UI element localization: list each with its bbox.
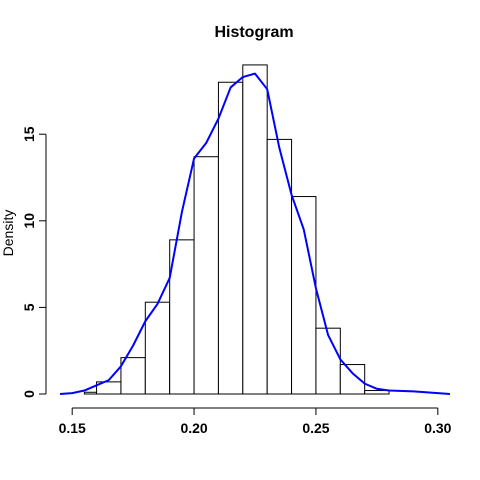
histogram-bar-0 bbox=[83, 391, 98, 395]
chart-title: Histogram bbox=[214, 24, 293, 41]
y-tick-label-3: 15 bbox=[21, 126, 37, 142]
y-axis-ticks: 0 5 10 15 bbox=[21, 126, 46, 398]
x-axis-ticks: 0.15 0.20 0.25 0.30 bbox=[59, 408, 452, 436]
histogram-bar-7 bbox=[242, 64, 268, 395]
histogram-bar-6 bbox=[217, 81, 244, 395]
x-tick-label-1: 0.20 bbox=[180, 420, 207, 436]
histogram-bar-5 bbox=[193, 156, 219, 395]
x-tick-label-3: 0.30 bbox=[424, 420, 451, 436]
x-tick-label-2: 0.25 bbox=[302, 420, 329, 436]
x-tick-label-0: 0.15 bbox=[59, 420, 86, 436]
histogram-bar-12 bbox=[364, 390, 390, 395]
histogram-bar-3 bbox=[144, 301, 171, 395]
y-tick-label-1: 5 bbox=[21, 303, 37, 311]
y-tick-label-2: 10 bbox=[21, 213, 37, 229]
histogram-bar-2 bbox=[120, 357, 146, 395]
y-axis-label: Density bbox=[0, 210, 16, 257]
histogram-bars bbox=[83, 64, 390, 395]
y-tick-label-0: 0 bbox=[21, 390, 37, 398]
histogram-bar-9 bbox=[291, 196, 317, 395]
density-curve bbox=[59, 72, 451, 395]
histogram-bar-4 bbox=[169, 239, 195, 395]
histogram-bar-10 bbox=[315, 327, 341, 395]
